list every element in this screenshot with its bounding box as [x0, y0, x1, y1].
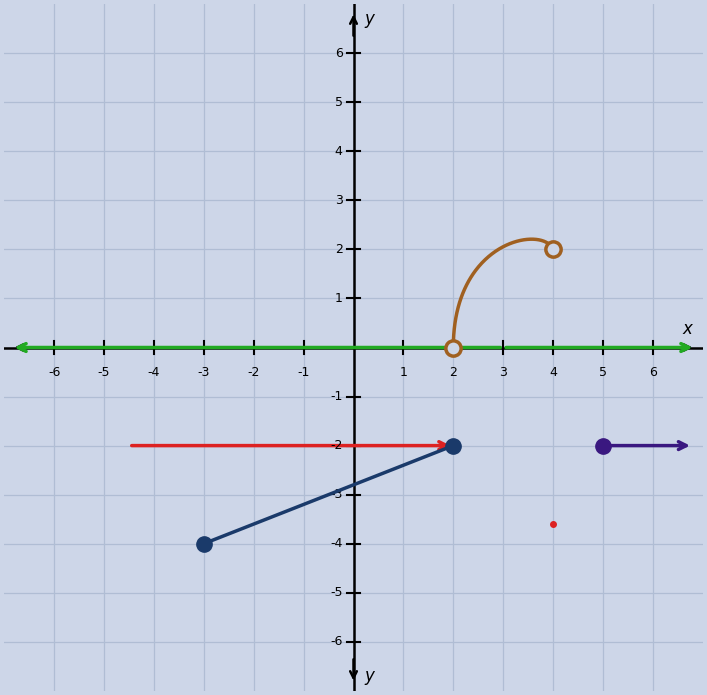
Text: y: y [365, 667, 375, 685]
Text: -2: -2 [247, 366, 260, 379]
Text: 4: 4 [334, 145, 342, 158]
Text: -4: -4 [330, 537, 342, 550]
Text: 1: 1 [399, 366, 407, 379]
Text: 2: 2 [450, 366, 457, 379]
Text: 3: 3 [334, 194, 342, 207]
Text: 6: 6 [334, 47, 342, 60]
Text: -1: -1 [298, 366, 310, 379]
Text: -5: -5 [98, 366, 110, 379]
Text: -5: -5 [330, 587, 342, 599]
Text: x: x [683, 320, 693, 338]
Text: 2: 2 [334, 243, 342, 256]
Text: -4: -4 [148, 366, 160, 379]
Text: -6: -6 [48, 366, 60, 379]
Text: 3: 3 [499, 366, 507, 379]
Text: -3: -3 [197, 366, 210, 379]
Text: 6: 6 [649, 366, 657, 379]
Text: -2: -2 [330, 439, 342, 452]
Text: -1: -1 [330, 390, 342, 403]
Text: 1: 1 [334, 292, 342, 305]
Text: 5: 5 [599, 366, 607, 379]
Text: -6: -6 [330, 635, 342, 648]
Text: -3: -3 [330, 488, 342, 501]
Text: 5: 5 [334, 96, 342, 108]
Text: y: y [365, 10, 375, 28]
Text: 4: 4 [549, 366, 557, 379]
